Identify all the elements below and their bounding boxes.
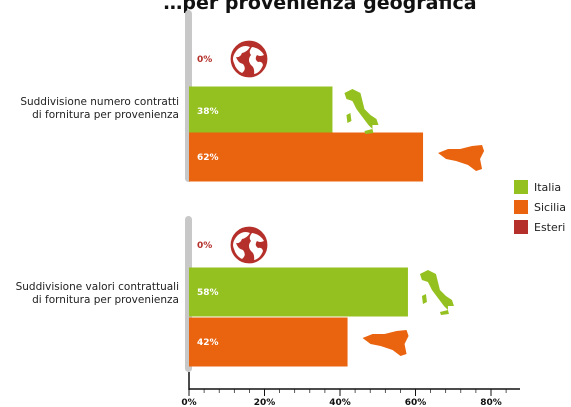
data-label: 0% <box>197 55 212 65</box>
italy-map-icon <box>344 89 379 134</box>
sicily-map-icon <box>438 145 485 171</box>
group-label-line: di fornitura per provenienza <box>32 294 179 306</box>
bar-italia <box>189 86 333 136</box>
x-tick-label: 80% <box>480 398 502 407</box>
x-tick-label: 20% <box>254 398 276 407</box>
data-label: 0% <box>197 241 212 251</box>
sicily-map-icon <box>362 330 409 356</box>
globe-icon <box>229 39 269 79</box>
legend-label-italia: Italia <box>534 181 561 194</box>
italy-map-icon <box>419 270 454 315</box>
legend-swatch-italia <box>514 180 528 194</box>
globe-icon <box>229 225 269 265</box>
data-label: 42% <box>197 338 219 348</box>
data-label: 58% <box>197 288 219 298</box>
chart-title-text: …per provenienza geografica <box>163 0 476 14</box>
legend-swatch-sicilia <box>514 200 528 214</box>
bar-sicilia <box>189 132 424 182</box>
legend: Italia Sicilia Esteri <box>514 180 566 234</box>
group-label-line: Suddivisione numero contratti <box>20 96 179 108</box>
chart-title: …per provenienza geografica <box>163 0 476 14</box>
data-label: 62% <box>197 153 219 163</box>
bars-layer <box>189 86 424 367</box>
icons-layer <box>229 39 485 356</box>
legend-label-sicilia: Sicilia <box>534 201 566 214</box>
group-label-line: di fornitura per provenienza <box>32 109 179 121</box>
legend-label-esteri: Esteri <box>534 221 565 234</box>
bar-sicilia <box>189 317 348 367</box>
bar-italia <box>189 267 408 317</box>
group-label-line: Suddivisione valori contrattuali <box>16 281 179 293</box>
legend-swatch-esteri <box>514 220 528 234</box>
data-label: 38% <box>197 107 219 117</box>
x-tick-label: 60% <box>405 398 427 407</box>
x-tick-label: 40% <box>329 398 351 407</box>
x-tick-label: 0% <box>181 398 196 407</box>
